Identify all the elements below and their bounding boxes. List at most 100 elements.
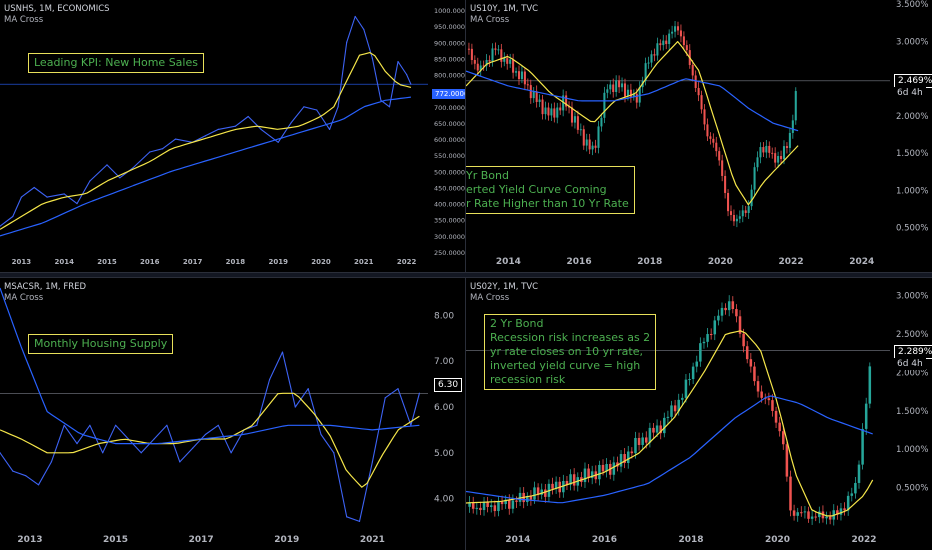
candle-body [774, 153, 777, 163]
candle-body [526, 84, 529, 86]
y-tick-label: 950.0000 [434, 23, 465, 31]
symbol-label[interactable]: US02Y, 1M, TVC [470, 282, 539, 292]
candle-body [619, 454, 623, 467]
candle-body [699, 343, 702, 362]
candle-body [504, 499, 507, 505]
chart-canvas-usnhs[interactable]: 250.0000 300.0000 350.0000 400.0000 450.0000… [0, 0, 465, 272]
symbol-label[interactable]: MSACSR, 1M, FRED [4, 282, 87, 292]
annotation-note[interactable]: 2 Yr Bond Recession risk increases as 2 … [484, 314, 657, 390]
y-tick-label: 650.0000 [434, 120, 465, 128]
note-line: 2 Yr Bond [490, 317, 544, 330]
candle-body [497, 49, 500, 51]
candle-body [470, 48, 473, 60]
candle-body [695, 361, 699, 367]
candle-body [703, 109, 706, 125]
ma-slow-line [466, 395, 873, 504]
candle-body [691, 366, 695, 380]
y-tick-label: 450.0000 [434, 184, 465, 192]
candle-body [745, 346, 749, 360]
candle-body [715, 142, 718, 152]
candle-body [572, 474, 576, 486]
candle-body [591, 145, 594, 150]
indicator-label[interactable]: MA Cross [4, 15, 44, 25]
candle-body [600, 117, 603, 127]
annotation-note[interactable]: Yr Bond erted Yield Curve Coming r Rate … [466, 166, 635, 214]
price-point [153, 438, 155, 440]
candle-body [778, 422, 781, 432]
candle-body [482, 502, 486, 511]
price-point [46, 196, 48, 198]
candle-body [629, 89, 632, 97]
x-tick-label: 2016 [140, 258, 160, 266]
ma-fast-line [0, 52, 412, 230]
candle-body [724, 175, 727, 193]
annotation-note[interactable]: Leading KPI: New Home Sales [28, 53, 204, 73]
candle-body [713, 320, 717, 335]
indicator-label[interactable]: MA Cross [470, 293, 510, 303]
chart-pane-us10y[interactable]: 0.500%1.000%1.500%2.000%2.500%3.000%3.50… [466, 0, 932, 272]
candle-body [562, 480, 565, 493]
candle-body [724, 307, 727, 311]
price-point [303, 106, 305, 108]
candle-body [621, 83, 624, 88]
candle-body [854, 482, 857, 494]
price-point [140, 452, 142, 454]
y-tick-label: 8.00 [434, 311, 454, 321]
candle-body [825, 516, 828, 519]
candle-body [706, 334, 709, 342]
price-point [76, 443, 78, 445]
candle-body [662, 40, 665, 46]
candle-body [603, 92, 606, 118]
y-tick-label: 1.500% [896, 407, 928, 417]
candle-body [650, 54, 653, 63]
symbol-label[interactable]: USNHS, 1M, ECONOMICS [4, 4, 110, 14]
symbol-label[interactable]: US10Y, 1M, TVC [470, 4, 539, 14]
x-tick-label: 2014 [505, 535, 530, 545]
chart-pane-usnhs[interactable]: 250.0000 300.0000 350.0000 400.0000 450.0000… [0, 0, 465, 272]
price-point [89, 424, 91, 426]
pane-divider-horizontal[interactable] [0, 272, 932, 278]
candle-body [774, 410, 778, 423]
candle-body [529, 496, 533, 500]
chart-canvas-us10y[interactable]: 0.500%1.000%1.500%2.000%2.500%3.000%3.50… [466, 0, 932, 272]
x-tick-label: 2018 [678, 535, 703, 545]
candle-body [810, 516, 814, 519]
candle-body [471, 502, 475, 509]
price-point [192, 447, 194, 449]
indicator-label[interactable]: MA Cross [4, 293, 44, 303]
y-tick-label: 250.0000 [434, 249, 465, 257]
price-point [346, 516, 348, 518]
price-point [12, 215, 14, 218]
chart-pane-us02y[interactable]: 0.500% 1.000% 1.500% 2.000% 2.500% 3.000% 2014… [466, 278, 932, 550]
candle-body [535, 91, 538, 103]
candle-body [663, 417, 666, 434]
candle-body [529, 85, 532, 99]
candle-body [803, 511, 807, 513]
candle-body [864, 403, 868, 429]
indicator-label[interactable]: MA Cross [470, 15, 510, 25]
chart-pane-msacsr[interactable]: 4.00 5.00 6.00 7.00 8.00 2013 2015 2017 2019 2021… [0, 278, 465, 550]
chart-canvas-msacsr[interactable]: 4.00 5.00 6.00 7.00 8.00 2013 2015 2017 2019 2021 [0, 278, 465, 550]
candle-body [753, 366, 756, 382]
candle-body [706, 124, 709, 137]
annotation-note[interactable]: Monthly Housing Supply [28, 334, 174, 354]
candle-body [509, 59, 512, 64]
candle-body [846, 495, 850, 511]
candle-body [731, 301, 735, 310]
candle-body [630, 451, 634, 454]
price-point [260, 128, 262, 130]
candle-body [729, 211, 733, 216]
candle-body [735, 309, 738, 317]
candle-body [520, 71, 523, 80]
candle-body [491, 48, 494, 62]
candle-body [626, 451, 630, 464]
x-tick-label: 2014 [54, 258, 74, 266]
price-point [0, 225, 1, 227]
candle-body [800, 512, 803, 514]
candle-body [590, 471, 594, 479]
x-tick-label: 2022 [852, 535, 877, 545]
chart-canvas-us02y[interactable]: 0.500% 1.000% 1.500% 2.000% 2.500% 3.000% 2014… [466, 278, 932, 550]
candle-body [666, 416, 670, 418]
candle-body [489, 505, 493, 507]
candle-body [777, 156, 780, 163]
